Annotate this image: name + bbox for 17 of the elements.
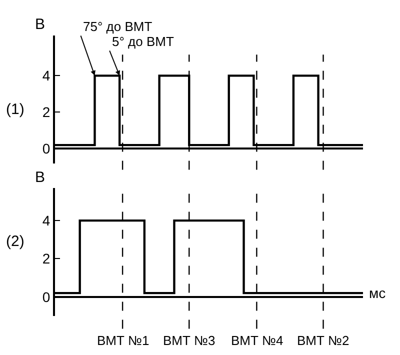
y-axis-title: B — [35, 16, 46, 33]
text: ВМТ №3 — [163, 333, 216, 348]
text: (1) — [6, 101, 24, 118]
text: ВМТ №4 — [231, 333, 284, 348]
x-axis-title: мс — [369, 285, 386, 301]
y-tick-label: 0 — [42, 140, 50, 157]
y-tick-label: 2 — [42, 250, 50, 267]
y-tick-label: 4 — [42, 212, 50, 228]
y-tick-label: 4 — [42, 68, 50, 84]
text: ВМТ №1 — [97, 333, 150, 348]
y-axis-title: B — [35, 169, 46, 186]
y-tick-label: 0 — [42, 288, 50, 305]
text: 75° до ВМТ — [83, 19, 152, 34]
y-tick-label: 2 — [42, 104, 50, 120]
text: (2) — [6, 233, 24, 250]
annotation: 5° до ВМТ — [112, 34, 174, 49]
text: ВМТ №2 — [297, 333, 350, 348]
